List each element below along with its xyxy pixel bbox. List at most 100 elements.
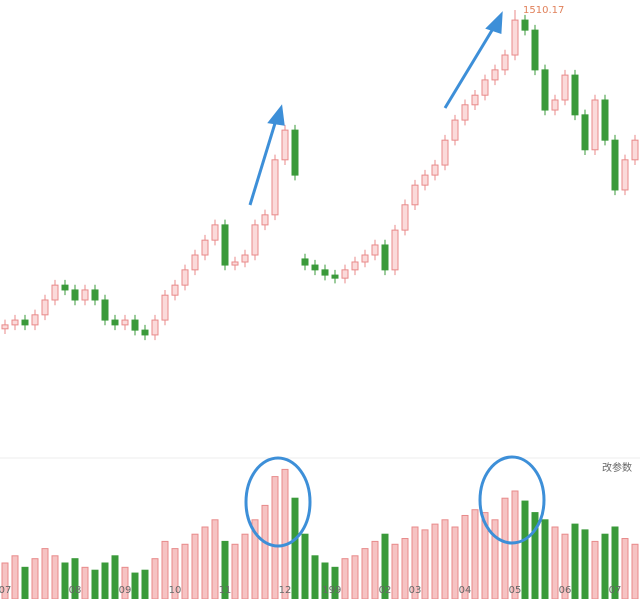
candle-body <box>141 329 149 336</box>
volume-bar <box>611 526 619 599</box>
candle-body <box>241 254 249 263</box>
volume-bar <box>331 566 339 599</box>
arrow-head <box>267 104 285 126</box>
volume-bar <box>411 526 419 599</box>
volume-bar <box>401 538 409 599</box>
volume-bar <box>231 543 239 599</box>
candle-body <box>421 174 429 186</box>
x-tick-label: 06 <box>559 585 572 596</box>
volume-bar <box>221 540 229 599</box>
volume-bar <box>271 476 279 599</box>
volume-bar <box>581 529 589 599</box>
candle-body <box>621 159 629 191</box>
x-tick-label: 03 <box>409 585 422 596</box>
volume-bar <box>261 504 269 599</box>
x-tick-label: 10 <box>169 585 182 596</box>
volume-bar <box>141 569 149 599</box>
candle-body <box>441 139 449 166</box>
volume-bar <box>451 526 459 599</box>
candle-body <box>481 79 489 96</box>
volume-bar <box>281 468 289 599</box>
candle-body <box>81 289 89 301</box>
highlight-circle <box>478 455 546 545</box>
candle-body <box>251 224 259 256</box>
candle-body <box>331 274 339 279</box>
candle-body <box>11 319 19 326</box>
volume-bar <box>191 533 199 599</box>
volume-bar <box>391 543 399 599</box>
volume-bar <box>351 555 359 599</box>
candle-body <box>511 19 519 56</box>
x-tick-label: 05 <box>509 585 522 596</box>
candle-body <box>341 269 349 279</box>
candle-body <box>541 69 549 111</box>
arrow <box>248 119 278 206</box>
volume-bar <box>181 543 189 599</box>
volume-bar <box>101 562 109 599</box>
candle-body <box>351 261 359 271</box>
volume-bar <box>91 569 99 599</box>
volume-bar <box>151 558 159 599</box>
candle-body <box>411 184 419 206</box>
x-tick-label: 07 <box>0 585 11 596</box>
volume-bar <box>321 562 329 599</box>
candle-body <box>171 284 179 296</box>
candle-body <box>221 224 229 266</box>
volume-bar <box>371 540 379 599</box>
x-tick-label: 09 <box>119 585 132 596</box>
candle-body <box>231 261 239 266</box>
volume-bar <box>621 538 629 599</box>
volume-bar <box>161 540 169 599</box>
arrow <box>443 26 496 109</box>
volume-bar <box>381 533 389 599</box>
volume-bar <box>211 519 219 599</box>
candle-body <box>311 264 319 271</box>
candle-body <box>201 239 209 256</box>
candle-body <box>381 244 389 271</box>
volume-bar <box>51 555 59 599</box>
candle-body <box>551 99 559 111</box>
volume-bar <box>631 543 639 599</box>
candle-body <box>391 229 399 271</box>
candle-body <box>561 74 569 101</box>
candle-body <box>611 139 619 191</box>
volume-bar <box>111 555 119 599</box>
candle-body <box>91 289 99 301</box>
candle-body <box>371 244 379 256</box>
peak-label: 1510.17 <box>523 5 564 16</box>
volume-bar <box>471 509 479 599</box>
volume-bar <box>131 572 139 599</box>
candle-body <box>291 129 299 176</box>
candle-body <box>181 269 189 286</box>
candle-body <box>491 69 499 81</box>
candle-body <box>211 224 219 241</box>
candle-body <box>61 284 69 291</box>
volume-bar <box>361 548 369 599</box>
annotations-shapes <box>244 11 546 548</box>
candle-body <box>1 324 9 330</box>
arrow-head <box>485 11 503 35</box>
volume-bar <box>511 490 519 599</box>
candle-body <box>591 99 599 151</box>
candle-body <box>21 319 29 326</box>
volume-bar <box>551 526 559 599</box>
candle-body <box>571 74 579 116</box>
volume-bar <box>491 519 499 599</box>
volume-bar <box>11 555 19 599</box>
candle-body <box>431 164 439 176</box>
settings-label[interactable]: 改参数 <box>602 461 632 474</box>
volume-bar <box>341 558 349 599</box>
volume-bar <box>571 523 579 599</box>
volume-bar <box>61 562 69 599</box>
candle-body <box>191 254 199 271</box>
candle-body <box>101 299 109 321</box>
candle-body <box>131 319 139 331</box>
candle-body <box>471 94 479 106</box>
x-tick-label: 04 <box>459 585 472 596</box>
candle-body <box>261 214 269 226</box>
x-tick-label: 07 <box>609 585 622 596</box>
volume-bar <box>21 566 29 599</box>
candle-body <box>501 54 509 71</box>
candle-body <box>451 119 459 141</box>
